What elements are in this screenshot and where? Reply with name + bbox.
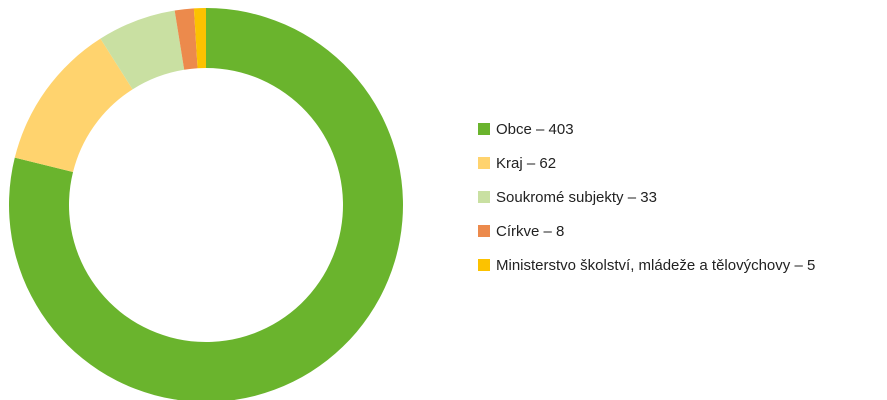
donut-slice bbox=[174, 8, 198, 70]
legend-swatch bbox=[478, 191, 490, 203]
donut-slice bbox=[100, 10, 185, 90]
legend-label: Obce – 403 bbox=[496, 121, 574, 138]
donut-slice bbox=[193, 8, 206, 69]
legend-label: Ministerstvo školství, mládeže a tělovýc… bbox=[496, 257, 815, 274]
legend-swatch bbox=[478, 123, 490, 135]
donut-slice bbox=[9, 8, 403, 400]
legend-label: Soukromé subjekty – 33 bbox=[496, 189, 657, 206]
legend-label: Kraj – 62 bbox=[496, 155, 556, 172]
legend-swatch bbox=[478, 259, 490, 271]
legend-swatch bbox=[478, 157, 490, 169]
legend-label: Církve – 8 bbox=[496, 223, 564, 240]
legend-swatch bbox=[478, 225, 490, 237]
donut-slice bbox=[14, 38, 133, 173]
